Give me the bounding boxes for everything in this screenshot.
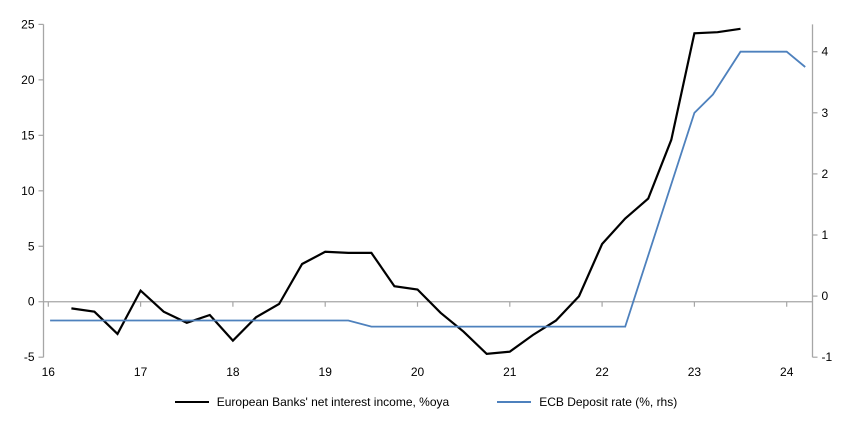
left-axis-tick-label: 20 bbox=[21, 73, 35, 87]
series-line-0 bbox=[71, 27, 741, 356]
left-axis-tick-label: -5 bbox=[24, 350, 35, 364]
x-axis-tick-label: 17 bbox=[134, 365, 148, 379]
x-axis-labels: 16 17 18 19 20 21 22 23 24 bbox=[42, 365, 794, 379]
right-axis-tick-label: 3 bbox=[822, 106, 829, 120]
left-axis: 25 20 15 10 5 0 -5 bbox=[21, 17, 45, 364]
x-axis-tick-label: 18 bbox=[226, 365, 240, 379]
left-axis-tick-label: 5 bbox=[28, 239, 35, 253]
chart-legend: European Banks' net interest income, %oy… bbox=[0, 395, 852, 409]
x-axis-tick-label: 16 bbox=[42, 365, 56, 379]
black-line-swatch-icon bbox=[174, 401, 209, 403]
x-axis-tick-label: 23 bbox=[688, 365, 702, 379]
x-axis-tick-label: 21 bbox=[503, 365, 517, 379]
right-axis-tick-label: 2 bbox=[822, 167, 829, 181]
left-axis-tick-label: 0 bbox=[28, 295, 35, 309]
x-axis-tick-label: 22 bbox=[595, 365, 609, 379]
right-axis: 4 3 2 1 0 -1 bbox=[811, 24, 833, 364]
right-axis-tick-label: 1 bbox=[822, 228, 829, 242]
left-axis-tick-label: 15 bbox=[21, 128, 35, 142]
blue-line-swatch-icon bbox=[497, 401, 532, 403]
right-axis-tick-label: 4 bbox=[822, 45, 829, 59]
right-axis-tick-label: -1 bbox=[822, 350, 833, 364]
legend-label-ecb: ECB Deposit rate (%, rhs) bbox=[539, 395, 678, 409]
x-axis-tick-label: 24 bbox=[780, 365, 794, 379]
x-axis-tick-label: 20 bbox=[411, 365, 425, 379]
series-line-1 bbox=[50, 50, 806, 328]
legend-label-nii: European Banks' net interest income, %oy… bbox=[216, 395, 450, 409]
zero-line bbox=[43, 301, 813, 307]
legend-item-nii: European Banks' net interest income, %oy… bbox=[174, 395, 450, 409]
left-axis-tick-label: 10 bbox=[21, 184, 35, 198]
right-axis-tick-label: 0 bbox=[822, 289, 829, 303]
legend-item-ecb: ECB Deposit rate (%, rhs) bbox=[497, 395, 677, 409]
x-axis-tick-label: 19 bbox=[319, 365, 333, 379]
left-axis-tick-label: 25 bbox=[21, 17, 35, 31]
